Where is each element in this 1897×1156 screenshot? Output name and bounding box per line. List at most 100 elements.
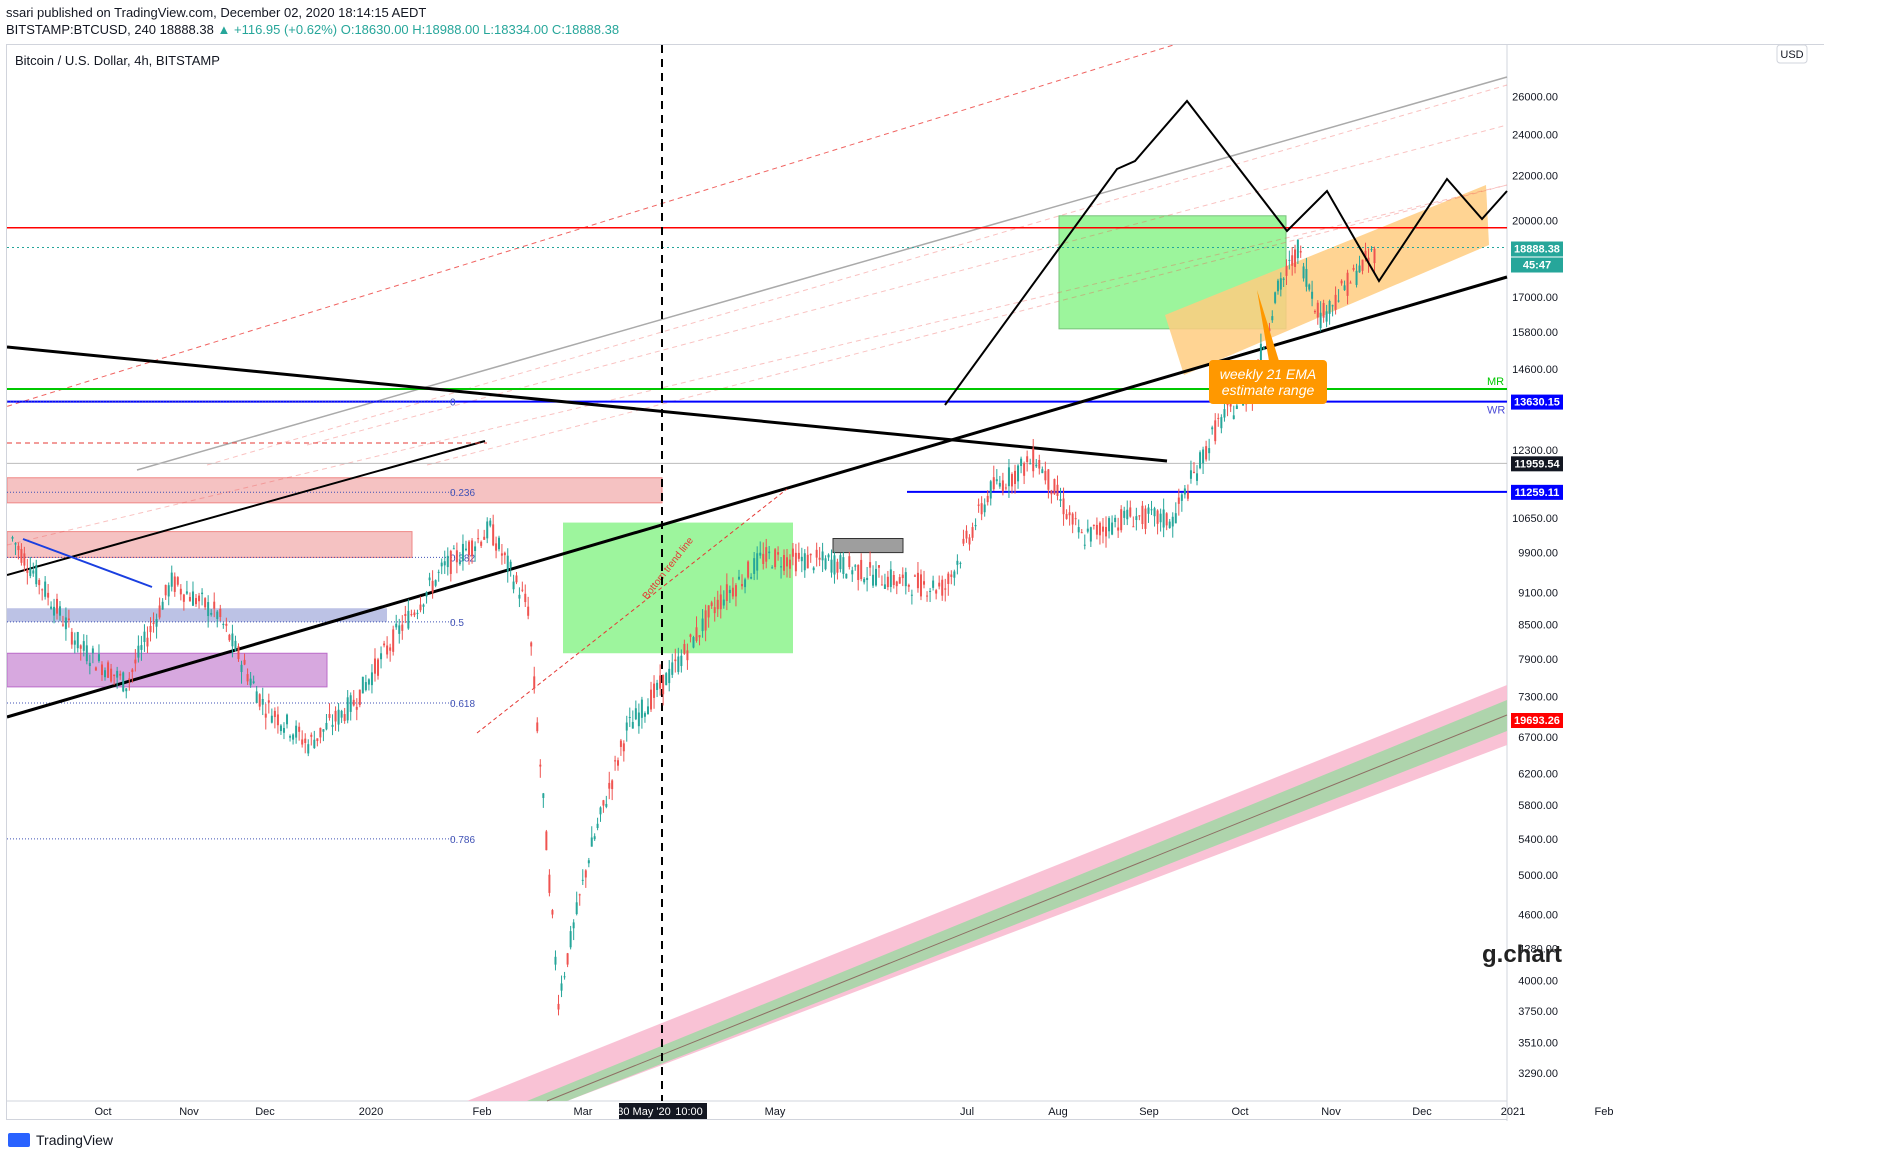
candle-body [301,739,304,745]
candle-body [1114,517,1117,522]
candle-body [455,550,458,563]
candle-body [70,631,73,645]
candle-body [231,633,234,647]
candle-body [895,581,898,587]
candle-body [602,800,605,806]
y-tick-label: 24000.00 [1512,129,1558,141]
candle-body [225,623,228,626]
candle-body [161,601,164,610]
x-tick-label: 10:00 [675,1106,703,1118]
candle-body [222,623,225,625]
candle-body [1007,467,1010,487]
grey-box [832,538,904,554]
candle-body [998,482,1001,487]
candle-body [1189,470,1192,479]
candle-body [1141,505,1144,525]
candle-body [1156,510,1159,524]
candle-body [380,653,383,660]
candle-body [524,593,527,603]
price-tag-horizontal-line [1511,394,1563,410]
level-name-mr: MR [1487,376,1504,388]
candle-body [551,910,554,915]
candle-body [1108,518,1111,532]
candle-body [419,604,422,611]
candle-body [319,727,322,738]
candle-body [94,667,97,671]
candle-body [1059,499,1062,501]
candle-body [182,594,185,602]
candle-body [346,697,349,721]
candle-body [29,568,32,576]
candle-body [443,561,446,566]
candle-body [164,584,167,596]
candle-body [373,658,376,674]
candle-body [689,634,692,637]
candle-body [279,725,282,732]
price-tag-label: 11259.11 [1515,487,1560,499]
candle-body [768,551,771,554]
candle-body [107,662,110,678]
candle-body [82,641,85,651]
tradingview-logo-icon [8,1133,30,1147]
candle-body [668,668,671,684]
candle-body [295,725,298,738]
candle-body [935,590,938,594]
candle-body [1044,470,1047,481]
candle-body [1296,239,1299,259]
candle-body [282,727,285,733]
candle-body [584,870,587,878]
candle-body [267,700,270,703]
ema-callout-box [1209,360,1327,404]
candle-body [104,670,107,678]
candle-body [307,744,310,754]
candle-body [188,596,191,602]
candle-body [243,659,246,665]
candle-body [413,612,416,616]
candle-body [252,681,255,684]
candle-body [791,548,794,557]
candle-body [1291,255,1294,266]
candle-body [201,592,204,595]
candle-body [880,584,883,586]
candle-body [358,689,361,706]
candle-body [1068,512,1071,516]
currency-button[interactable]: USD [1776,45,1808,64]
y-tick-label: 5400.00 [1518,834,1558,846]
candle-body [860,559,863,580]
candle-body [264,713,267,718]
candle-body [458,561,461,565]
candle-body [950,574,953,577]
candle-body [1373,248,1376,264]
candle-body [255,691,258,704]
x-tick-label: Nov [179,1106,199,1118]
candle-body [1032,448,1035,472]
candle-body [1352,267,1355,270]
candle-body [1086,528,1089,532]
candle-body [416,612,419,614]
y-tick-label: 8500.00 [1518,620,1558,632]
candle-body [167,585,170,597]
x-tick-label: 30 May '20 [617,1106,670,1118]
candle-body [228,634,231,641]
candle-body [410,614,413,616]
open-value: O:18630.00 [340,22,409,37]
candle-body [710,602,713,607]
candle-body [240,664,243,673]
candle-body [608,782,611,789]
x-tick-label: 2021 [1501,1106,1525,1118]
candle-body [1355,270,1358,285]
candle-body [170,572,173,587]
candle-body [631,721,634,729]
candle-body [1367,257,1370,262]
candle-body [560,983,563,991]
candle-body [204,598,207,608]
candle-body [26,569,29,573]
candle-body [440,562,443,567]
candle-body [422,604,425,607]
candle-body [1065,514,1068,519]
candle-body [1343,285,1346,291]
candle-body [968,537,971,545]
candle-body [298,726,301,732]
